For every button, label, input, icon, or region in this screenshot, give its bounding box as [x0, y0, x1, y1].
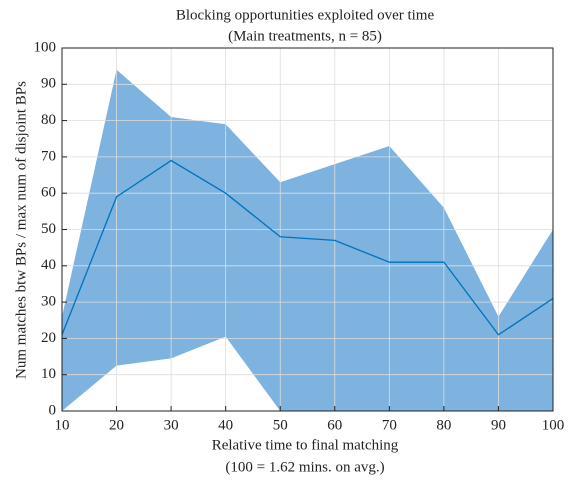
y-tick-label: 100 — [34, 39, 57, 55]
y-tick-label: 30 — [41, 294, 56, 310]
plot-frame — [61, 47, 554, 412]
y-tick-label: 50 — [41, 221, 56, 237]
x-tick-label: 90 — [491, 417, 506, 433]
y-axis-label: Num matches btw BPs / max num of disjoin… — [13, 81, 29, 379]
x-tick-label: 80 — [436, 417, 451, 433]
y-tick-label: 40 — [41, 257, 56, 273]
x-tick-label: 60 — [327, 417, 342, 433]
x-tick-label: 70 — [382, 417, 397, 433]
y-tick-label: 0 — [49, 402, 57, 418]
x-tick-label: 20 — [109, 417, 124, 433]
confidence-band — [62, 69, 553, 411]
x-axis-label: Relative time to final matching — [212, 437, 399, 453]
chart-subtitle: (Main treatments, n = 85) — [228, 28, 382, 44]
x-tick-label: 40 — [218, 417, 233, 433]
x-tick-label: 30 — [164, 417, 179, 433]
y-tick-label: 90 — [41, 76, 56, 92]
y-tick-label: 80 — [41, 112, 56, 128]
x-tick-label: 50 — [273, 417, 288, 433]
x-tick-label: 100 — [542, 417, 565, 433]
y-tick-label: 20 — [41, 330, 56, 346]
line — [61, 159, 554, 336]
x-tick-label: 10 — [55, 417, 70, 433]
y-tick-label: 60 — [41, 185, 56, 201]
y-tick-label: 70 — [41, 148, 56, 164]
x-axis-label: (100 = 1.62 mins. on avg.) — [225, 459, 384, 475]
chart-title: Blocking opportunities exploited over ti… — [176, 7, 435, 23]
y-tick-label: 10 — [41, 366, 56, 382]
